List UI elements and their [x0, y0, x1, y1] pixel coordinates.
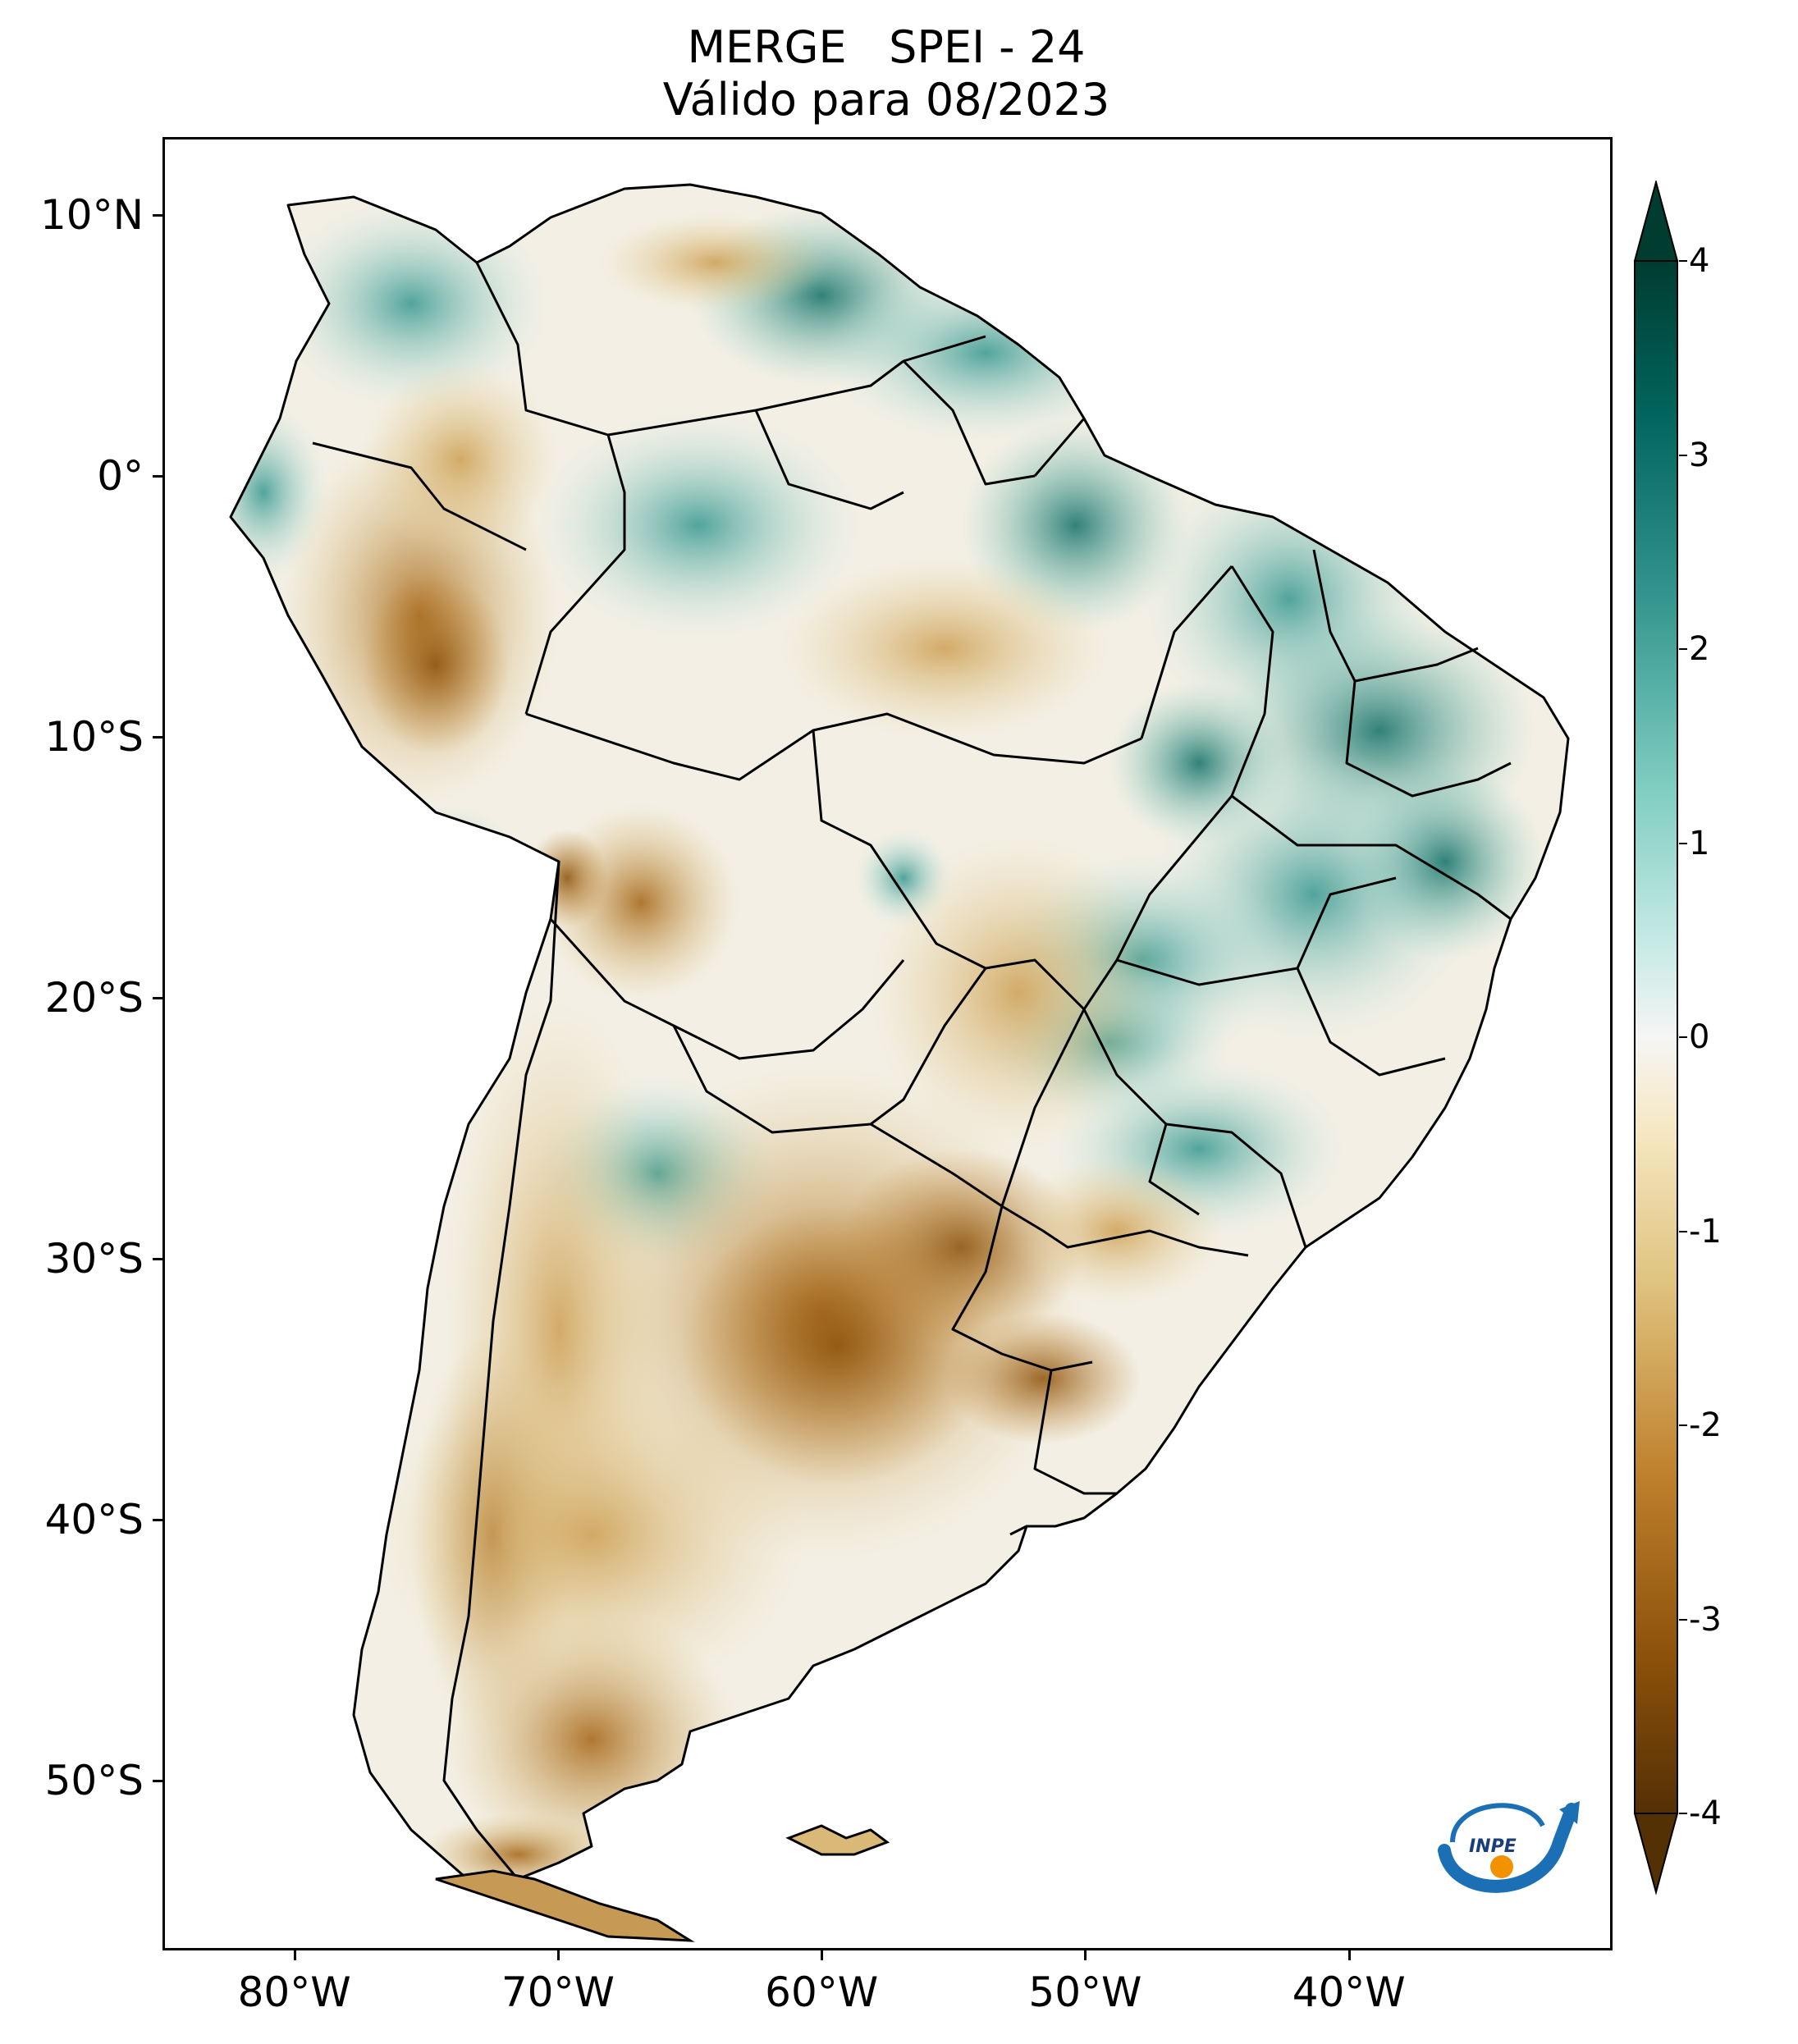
colorbar-tick-mark — [1679, 1036, 1687, 1038]
colorbar-tick-label: -3 — [1689, 1600, 1722, 1639]
lon-tick-mark — [293, 1950, 296, 1960]
lon-tick-mark — [1347, 1950, 1351, 1960]
map-area — [162, 137, 1613, 1950]
lon-tick-label: 70°W — [501, 1969, 615, 2016]
inpe-logo-text: INPE — [1469, 1836, 1517, 1857]
country-borders — [229, 183, 1570, 1889]
colorbar-tick-mark — [1679, 648, 1687, 650]
lat-tick-label: 10°S — [44, 713, 144, 761]
colorbar-tick-label: -1 — [1689, 1212, 1722, 1251]
map-title: MERGE SPEI - 24 — [687, 21, 1086, 73]
colorbar-tick-mark — [1679, 842, 1687, 844]
colorbar-tick-label: 2 — [1689, 630, 1710, 668]
lat-tick-mark — [153, 1258, 162, 1261]
colorbar-tick-label: -2 — [1689, 1406, 1722, 1444]
lon-tick-mark — [556, 1950, 560, 1960]
lon-tick-label: 40°W — [1292, 1969, 1406, 2016]
colorbar-top-extend — [1633, 181, 1679, 262]
lat-tick-label: 30°S — [44, 1235, 144, 1283]
lon-tick-mark — [1084, 1950, 1087, 1960]
lon-tick-label: 50°W — [1028, 1969, 1142, 2016]
lat-tick-label: 50°S — [44, 1757, 144, 1805]
colorbar-tick-label: 1 — [1689, 824, 1710, 862]
colorbar-bottom-extend — [1633, 1813, 1679, 1895]
colorbar-tick-label: -4 — [1689, 1795, 1722, 1832]
lon-tick-mark — [821, 1950, 824, 1960]
lat-tick-mark — [153, 736, 162, 739]
map-subtitle: Válido para 08/2023 — [662, 74, 1110, 126]
colorbar-tick-mark — [1679, 454, 1687, 456]
colorbar-tick-mark — [1679, 1230, 1687, 1232]
colorbar-tick-label: 4 — [1689, 242, 1710, 280]
lon-tick-label: 60°W — [765, 1969, 879, 2016]
lat-tick-label: 10°N — [39, 191, 144, 240]
lat-tick-label: 0° — [97, 452, 144, 501]
lat-tick-mark — [153, 475, 162, 478]
lat-tick-mark — [153, 997, 162, 1000]
lat-tick-mark — [153, 1780, 162, 1783]
falkland-islands — [785, 1824, 890, 1856]
lat-tick-mark — [153, 214, 162, 217]
colorbar-tick-label: 3 — [1689, 436, 1710, 474]
lat-tick-label: 40°S — [44, 1496, 144, 1544]
colorbar-gradient — [1634, 260, 1678, 1814]
inpe-logo-icon: INPE — [1438, 1801, 1580, 1893]
lon-tick-label: 80°W — [237, 1969, 351, 2016]
lat-tick-mark — [153, 1519, 162, 1522]
colorbar-tick-mark — [1679, 1618, 1687, 1621]
colorbar — [1633, 181, 1679, 1895]
colorbar-tick-mark — [1679, 1424, 1687, 1426]
tierra-del-fuego — [435, 1869, 695, 1942]
colorbar-tick-mark — [1679, 260, 1687, 262]
south-america-map — [229, 183, 1570, 1942]
lat-tick-label: 20°S — [44, 974, 144, 1022]
colorbar-tick-label: 0 — [1689, 1018, 1710, 1056]
colorbar-tick-mark — [1679, 1813, 1687, 1814]
